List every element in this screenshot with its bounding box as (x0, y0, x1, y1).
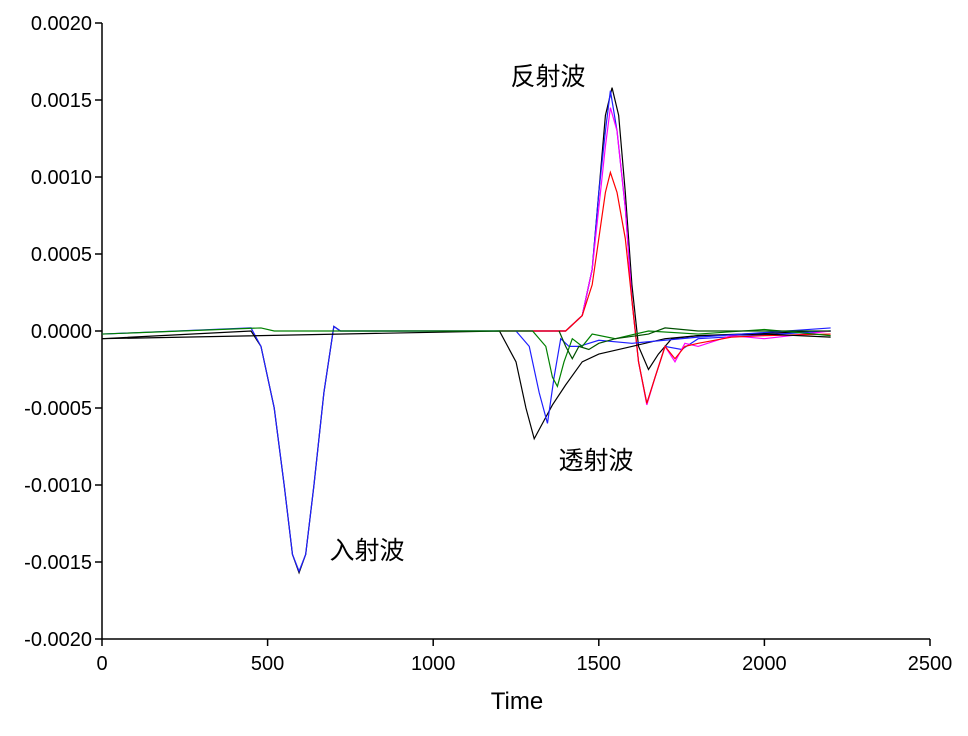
data-line (101, 330, 831, 441)
y-tick-label: 0.0000 (31, 321, 92, 343)
x-tick-label: 2000 (742, 653, 787, 675)
y-tick-label: 0.0005 (31, 244, 92, 266)
y-tick-label: 0.0010 (31, 167, 92, 189)
y-tick-label: -0.0010 (24, 475, 92, 497)
x-tick-label: 2500 (908, 653, 953, 675)
data-line (515, 327, 831, 424)
x-tick-label: 0 (96, 653, 107, 675)
data-line (499, 170, 831, 404)
x-tick-label: 1000 (411, 653, 456, 675)
x-tick-label: 1500 (577, 653, 622, 675)
data-line (558, 327, 831, 360)
x-tick-label: 500 (251, 653, 284, 675)
annotation: 透射波 (558, 446, 633, 475)
annotation: 反射波 (510, 62, 585, 91)
y-tick-label: -0.0005 (24, 398, 92, 420)
annotation: 入射波 (329, 536, 404, 565)
y-tick-label: -0.0020 (24, 629, 92, 651)
y-tick-label: 0.0015 (31, 90, 92, 112)
x-axis-label: Time (491, 688, 543, 715)
y-tick-label: 0.0020 (31, 13, 92, 35)
y-tick-label: -0.0015 (24, 552, 92, 574)
